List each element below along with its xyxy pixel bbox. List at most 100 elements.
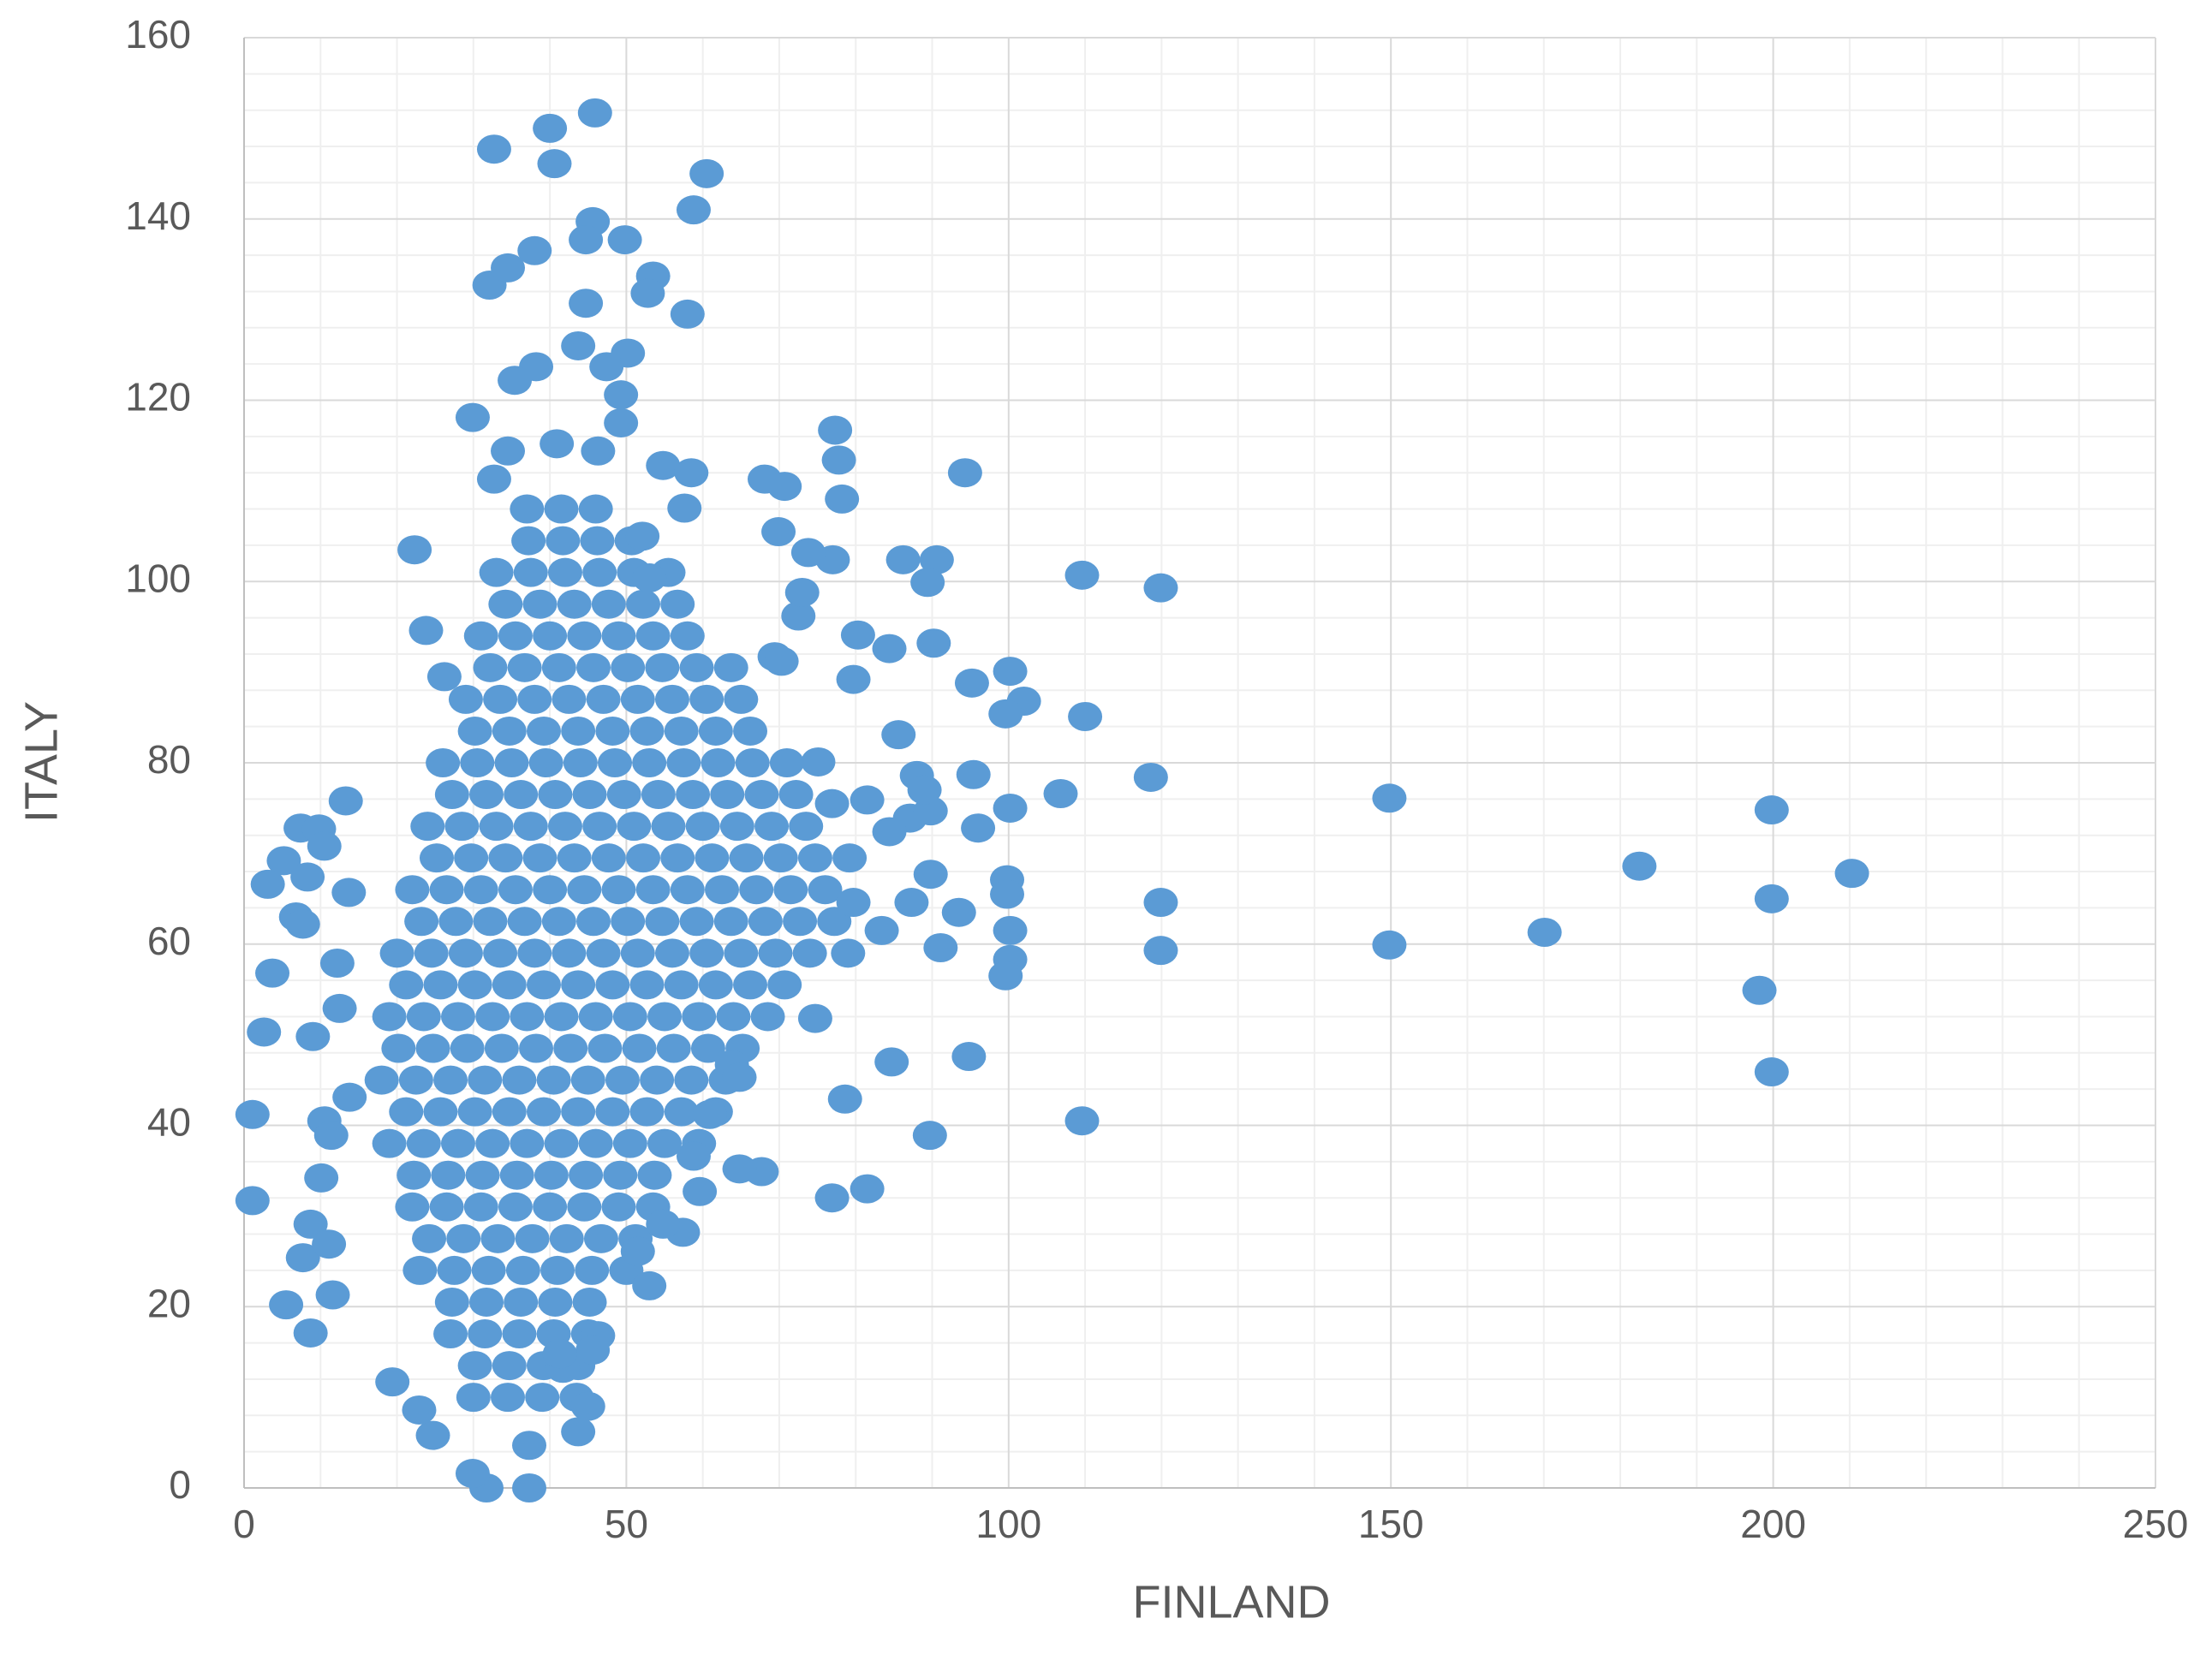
point bbox=[561, 1097, 596, 1127]
point bbox=[641, 780, 676, 810]
point bbox=[713, 652, 748, 682]
point bbox=[444, 812, 480, 842]
point bbox=[729, 843, 764, 873]
point bbox=[894, 888, 929, 918]
point bbox=[578, 1002, 613, 1032]
point bbox=[605, 1065, 640, 1095]
point bbox=[954, 668, 989, 698]
point bbox=[414, 938, 449, 968]
x-tick-label: 100 bbox=[975, 1502, 1041, 1546]
point bbox=[1527, 917, 1562, 947]
point bbox=[690, 1033, 725, 1063]
point bbox=[463, 621, 498, 651]
point bbox=[698, 716, 733, 746]
point bbox=[676, 780, 711, 810]
point bbox=[419, 843, 454, 873]
point bbox=[645, 907, 680, 937]
point bbox=[526, 1097, 561, 1127]
point bbox=[620, 1236, 655, 1266]
point bbox=[469, 780, 504, 810]
point bbox=[789, 812, 824, 842]
point bbox=[381, 1033, 416, 1063]
x-tick-label: 50 bbox=[605, 1502, 648, 1546]
point bbox=[689, 158, 724, 188]
point bbox=[475, 1128, 510, 1158]
point bbox=[646, 450, 681, 480]
point bbox=[569, 289, 604, 318]
point bbox=[494, 748, 529, 777]
point bbox=[645, 652, 680, 682]
point bbox=[695, 843, 730, 873]
y-tick-label: 0 bbox=[169, 1462, 191, 1507]
point bbox=[814, 1183, 850, 1213]
point bbox=[792, 938, 827, 968]
point bbox=[647, 1002, 683, 1032]
point bbox=[827, 1084, 862, 1114]
point bbox=[667, 493, 702, 523]
point bbox=[389, 970, 424, 1000]
point bbox=[790, 538, 826, 568]
point bbox=[646, 1209, 681, 1239]
point bbox=[831, 938, 866, 968]
point bbox=[389, 1097, 424, 1127]
point bbox=[923, 932, 958, 962]
point bbox=[629, 970, 665, 1000]
point bbox=[1372, 930, 1407, 960]
point bbox=[850, 785, 885, 815]
point bbox=[433, 1065, 468, 1095]
point bbox=[533, 1192, 568, 1222]
point bbox=[689, 684, 724, 714]
point bbox=[552, 938, 587, 968]
point bbox=[744, 780, 779, 810]
point bbox=[620, 684, 655, 714]
point bbox=[818, 415, 853, 445]
point bbox=[456, 1383, 491, 1413]
point bbox=[537, 149, 572, 179]
point bbox=[547, 557, 582, 587]
point bbox=[375, 1367, 410, 1397]
point bbox=[733, 970, 768, 1000]
point bbox=[313, 1121, 349, 1151]
point bbox=[491, 253, 526, 283]
x-tick-label: 150 bbox=[1358, 1502, 1424, 1546]
point bbox=[364, 1065, 399, 1095]
point bbox=[567, 621, 602, 651]
point bbox=[629, 1097, 665, 1127]
point bbox=[656, 1033, 691, 1063]
point bbox=[713, 907, 748, 937]
point bbox=[625, 521, 660, 551]
point bbox=[595, 970, 630, 1000]
point bbox=[533, 875, 568, 905]
point bbox=[611, 907, 646, 937]
point bbox=[429, 1192, 464, 1222]
point bbox=[569, 1160, 604, 1190]
point bbox=[255, 958, 290, 988]
y-tick-label: 120 bbox=[125, 375, 191, 419]
point bbox=[850, 1174, 885, 1204]
point bbox=[626, 843, 661, 873]
point bbox=[517, 684, 552, 714]
point bbox=[601, 621, 636, 651]
point bbox=[733, 716, 768, 746]
point bbox=[1834, 859, 1869, 889]
point bbox=[761, 517, 796, 547]
point bbox=[1754, 795, 1789, 825]
point bbox=[1133, 762, 1168, 792]
point bbox=[764, 646, 799, 676]
point bbox=[719, 812, 754, 842]
point bbox=[601, 875, 636, 905]
point bbox=[533, 621, 568, 651]
x-tick-label: 200 bbox=[1740, 1502, 1806, 1546]
point bbox=[578, 494, 613, 524]
point bbox=[448, 684, 483, 714]
point bbox=[1754, 1057, 1789, 1087]
point bbox=[586, 684, 621, 714]
point bbox=[412, 1223, 447, 1253]
point bbox=[913, 860, 948, 890]
point bbox=[705, 875, 739, 905]
point bbox=[561, 1417, 596, 1447]
point bbox=[916, 628, 951, 658]
point bbox=[748, 907, 783, 937]
point bbox=[479, 812, 514, 842]
point bbox=[635, 875, 671, 905]
